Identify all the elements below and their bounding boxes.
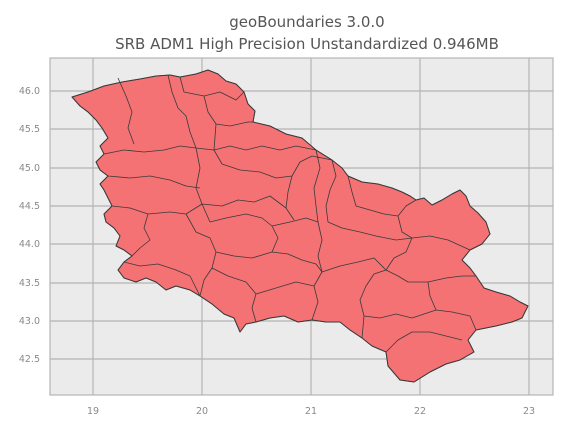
country-outline — [71, 69, 529, 383]
y-tick-label: 46.0 — [19, 86, 40, 97]
y-tick-label: 42.5 — [19, 354, 40, 365]
x-tick-label: 23 — [523, 406, 535, 417]
y-tick-label: 43.5 — [19, 278, 40, 289]
admin-boundaries — [103, 74, 477, 353]
x-tick-label: 21 — [305, 406, 317, 417]
x-axis-ticks: 19 20 21 22 23 — [87, 406, 535, 417]
x-tick-label: 22 — [414, 406, 426, 417]
y-tick-label: 45.0 — [19, 163, 40, 174]
map-title: geoBoundaries 3.0.0 — [229, 13, 384, 31]
y-tick-label: 45.5 — [19, 124, 40, 135]
y-tick-label: 44.5 — [19, 201, 40, 212]
x-tick-label: 19 — [87, 406, 99, 417]
map-subtitle: SRB ADM1 High Precision Unstandardized 0… — [115, 35, 499, 53]
y-tick-label: 44.0 — [19, 239, 40, 250]
serbia-map — [71, 69, 529, 383]
y-axis-ticks: 46.0 45.5 45.0 44.5 44.0 43.5 43.0 42.5 — [19, 86, 40, 365]
y-tick-label: 43.0 — [19, 316, 40, 327]
x-tick-label: 20 — [196, 406, 208, 417]
